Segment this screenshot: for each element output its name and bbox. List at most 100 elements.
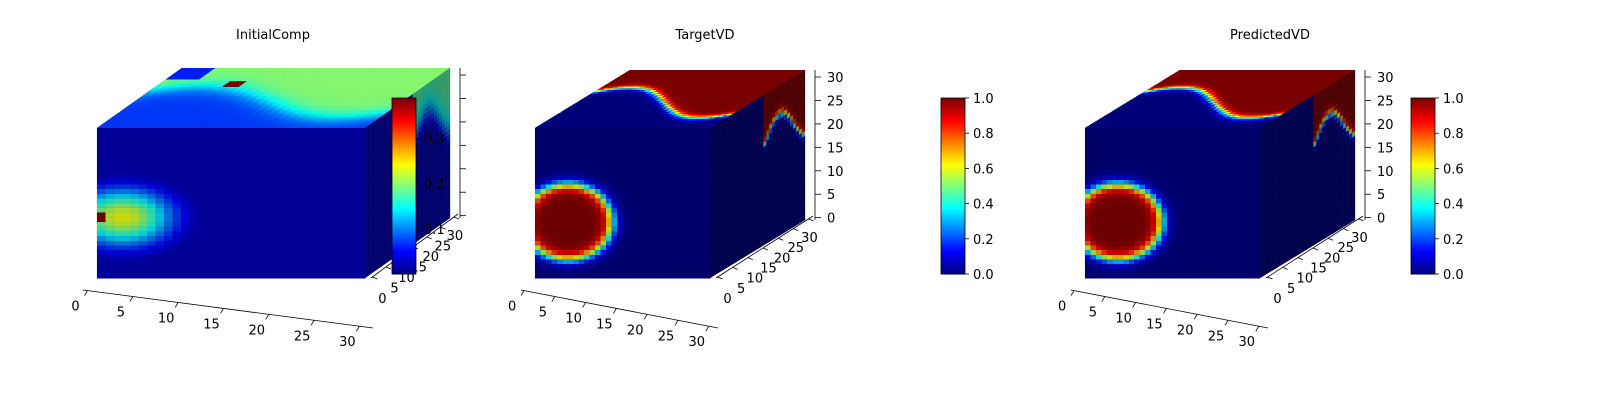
voxel-front [272, 193, 282, 199]
voxel-front [272, 259, 282, 265]
voxel-front [356, 165, 366, 171]
voxel-front [314, 273, 324, 279]
voxel-front [205, 156, 215, 162]
voxel-front [331, 268, 341, 274]
voxel-front [256, 221, 265, 227]
voxel-front [138, 203, 148, 208]
voxel-front [222, 137, 232, 143]
voxel-front [147, 128, 156, 133]
voxel-front [256, 231, 265, 237]
voxel-front [264, 151, 274, 157]
voxel-front [138, 235, 148, 241]
voxel-front [272, 245, 282, 251]
voxel-front [323, 132, 332, 138]
voxel-front [205, 170, 215, 176]
voxel-front [138, 212, 148, 218]
voxel-front [97, 245, 106, 251]
voxel-front [348, 259, 357, 265]
voxel-front [214, 193, 223, 199]
voxel-front [339, 165, 349, 171]
voxel-front [155, 203, 165, 208]
voxel-front [331, 226, 341, 232]
voxel-front [239, 259, 249, 265]
voxel-front [348, 156, 357, 162]
voxel-front [130, 142, 140, 148]
voxel-front [272, 179, 282, 185]
voxel-front [97, 128, 106, 133]
voxel-front [264, 259, 274, 265]
voxel-front [298, 151, 307, 157]
voxel-front [289, 198, 299, 204]
voxel-front [113, 221, 123, 227]
voxel-front [180, 160, 190, 166]
voxel-front [105, 240, 115, 246]
voxel-front [289, 188, 299, 194]
voxel-front [323, 245, 332, 251]
voxel-front [289, 259, 299, 265]
voxel-front [272, 170, 282, 176]
voxel-front [264, 174, 274, 180]
voxel-front [298, 146, 307, 152]
voxel-front [105, 146, 115, 152]
voxel-front [289, 184, 299, 190]
voxel-front [113, 160, 123, 166]
voxel-front [105, 254, 115, 260]
voxel-front [164, 128, 173, 133]
voxel-front [130, 193, 140, 199]
voxel-front [138, 240, 148, 246]
voxel-front [281, 207, 290, 213]
voxel-front [147, 245, 156, 251]
voxel-front [272, 231, 282, 237]
voxel-front [264, 128, 274, 133]
voxel-front [113, 217, 123, 223]
voxel-front [272, 235, 282, 241]
voxel-front [222, 188, 232, 194]
voxel-front [289, 217, 299, 223]
voxel-front [272, 273, 282, 279]
voxel-front [197, 128, 207, 133]
voxel-front [130, 160, 140, 166]
voxel-front [231, 165, 240, 171]
voxel-front [197, 254, 207, 260]
voxel-front [222, 259, 232, 265]
voxel-front [180, 235, 190, 241]
voxel-front [314, 212, 324, 218]
voxel-front [339, 132, 349, 138]
voxel-front [356, 160, 366, 166]
voxel-front [172, 268, 182, 274]
voxel-front [239, 174, 249, 180]
voxel-front [272, 217, 282, 223]
voxel-front [306, 212, 316, 218]
voxel-front [138, 254, 148, 260]
voxel-front [264, 137, 274, 143]
voxel-front [180, 221, 190, 227]
voxel-front [197, 207, 207, 213]
voxel-front [339, 137, 349, 143]
voxel-front [138, 174, 148, 180]
voxel-front [356, 198, 366, 204]
x-tick-label: 15 [203, 317, 220, 332]
voxel-front [172, 249, 182, 255]
voxel-front [339, 184, 349, 190]
voxel-front [113, 249, 123, 255]
voxel-front [105, 217, 115, 223]
voxel-front [306, 160, 316, 166]
voxel-front [130, 235, 140, 241]
voxel-front [113, 193, 123, 199]
voxel-front [113, 240, 123, 246]
voxel-front [147, 254, 156, 260]
voxel-front [256, 249, 265, 255]
voxel-front [247, 231, 257, 237]
voxel-front [323, 226, 332, 232]
voxel-front [147, 156, 156, 162]
voxel-front [231, 160, 240, 166]
voxel-front [155, 156, 165, 162]
voxel-front [281, 184, 290, 190]
voxel-front [164, 132, 173, 138]
voxel-front [323, 259, 332, 265]
voxel-front [105, 170, 115, 176]
voxel-front [222, 151, 232, 157]
voxel-front [239, 142, 249, 148]
voxel-front [172, 207, 182, 213]
voxel-front [214, 132, 223, 138]
